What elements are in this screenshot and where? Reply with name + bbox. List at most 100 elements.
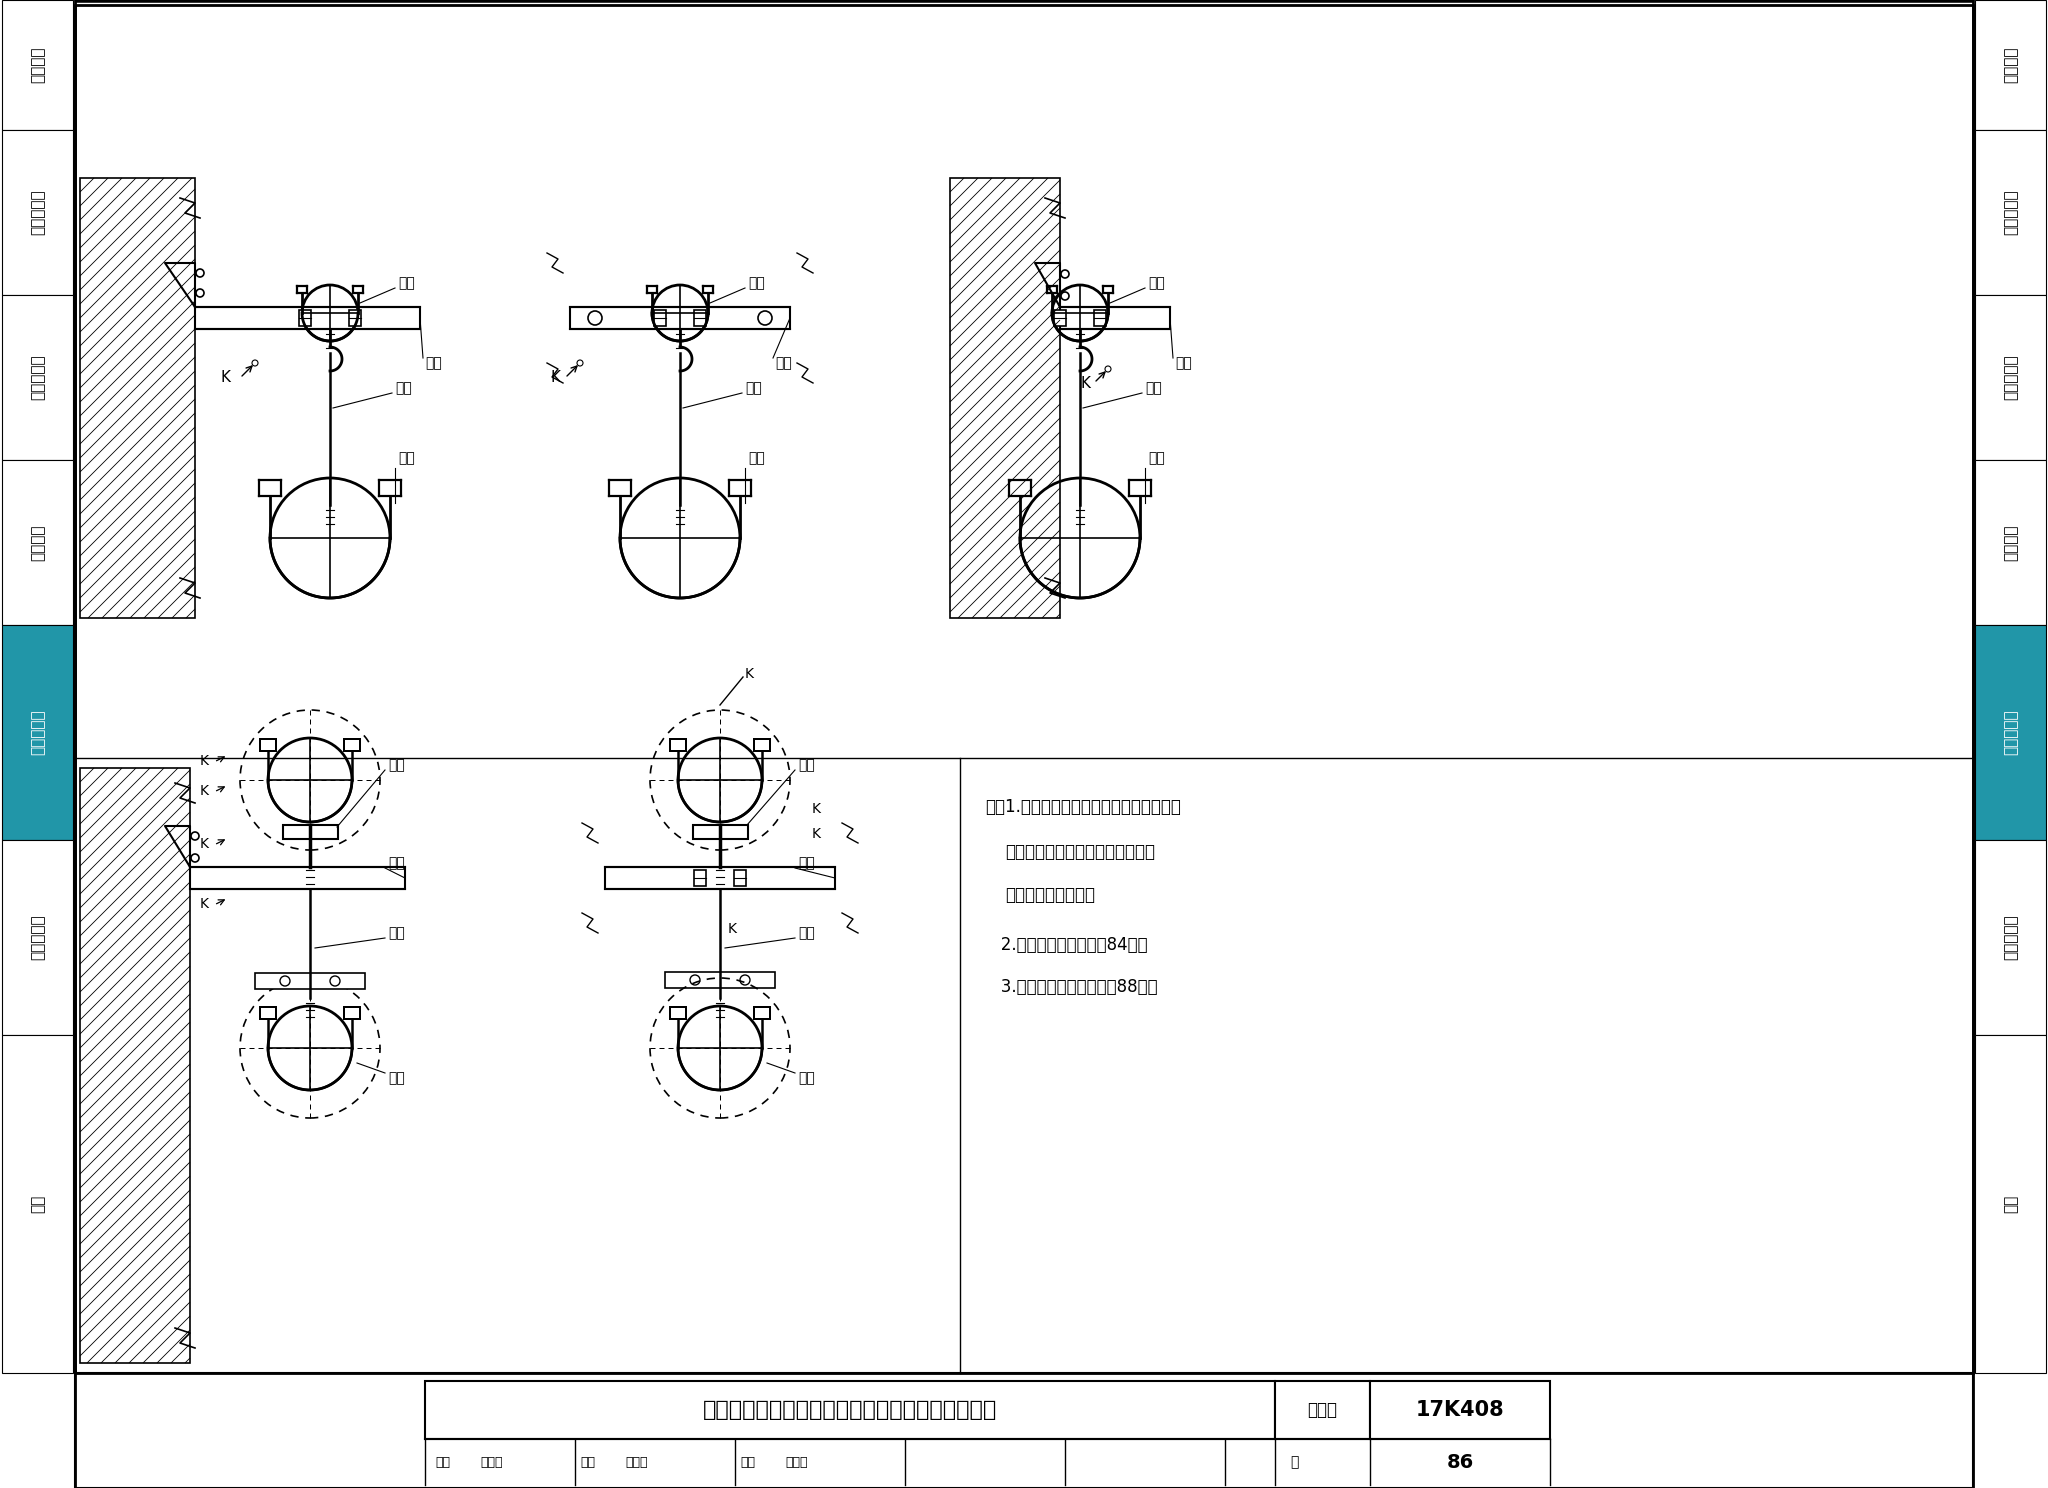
Text: 阀门与附件: 阀门与附件 [31,915,45,960]
Bar [195,307,420,329]
Bar [76,1373,1972,1488]
Text: K: K [811,802,821,815]
Text: 管托: 管托 [387,757,406,772]
Bar [1094,310,1106,326]
Text: 保温及不保温管道支、吊架在各式墙、柱上安装图: 保温及不保温管道支、吊架在各式墙、柱上安装图 [702,1400,997,1420]
Text: 管卡: 管卡 [799,1071,815,1085]
Bar [2,1036,74,1373]
Bar [950,179,1061,618]
Text: 吊杆: 吊杆 [387,926,406,940]
Text: 管卡: 管卡 [387,1071,406,1085]
Text: 2.支架上管卡管托见第84页。: 2.支架上管卡管托见第84页。 [985,936,1147,954]
Bar [1974,625,2046,841]
Text: 横梁: 横梁 [799,856,815,870]
Text: 吊杆: 吊杆 [395,381,412,394]
Text: K: K [219,371,229,385]
Bar [692,824,748,839]
Text: 干管支吊架: 干管支吊架 [2003,710,2017,756]
Bar [604,868,836,888]
Bar [1370,1381,1550,1439]
Bar [190,868,406,888]
Bar [569,307,791,329]
Text: 注：1.横梁选材、各部尺寸及管中与墙面、: 注：1.横梁选材、各部尺寸及管中与墙面、 [985,798,1182,815]
Text: K: K [811,827,821,841]
Text: 吊杆: 吊杆 [799,926,815,940]
Text: 横梁: 横梁 [1176,356,1192,371]
Bar [666,972,774,988]
Bar [2,129,74,295]
Text: 附录: 附录 [2003,1195,2017,1213]
Text: K: K [201,784,209,798]
Bar [299,310,311,326]
Bar [1974,841,2046,1036]
Bar [1974,1036,2046,1373]
Text: 阀门与附件: 阀门与附件 [2003,915,2017,960]
Bar [2,0,74,129]
Text: 横梁: 横梁 [774,356,793,371]
Bar [1061,307,1169,329]
Text: 附录: 附录 [31,1195,45,1213]
Text: 吊杆: 吊杆 [745,381,762,394]
Bar [2,841,74,1036]
Bar [1974,460,2046,625]
Text: K: K [201,836,209,851]
Bar [256,973,365,990]
Text: 李丹阳: 李丹阳 [784,1455,807,1469]
Bar [283,824,338,839]
Text: 管道连接: 管道连接 [31,524,45,561]
Bar [80,179,195,618]
Text: K: K [201,754,209,768]
Bar [2,460,74,625]
Text: 管道连接: 管道连接 [2003,524,2017,561]
Text: 管卡: 管卡 [748,275,764,290]
Text: 17K408: 17K408 [1415,1400,1505,1420]
Text: 图集号: 图集号 [1307,1402,1337,1420]
Bar [1276,1381,1370,1439]
Text: 目录说明: 目录说明 [31,46,45,83]
Bar [1974,129,2046,295]
Text: 横梁: 横梁 [426,356,442,371]
Bar [733,870,745,885]
Text: 86: 86 [1446,1452,1475,1472]
Bar [2,295,74,460]
Text: 管托: 管托 [799,757,815,772]
Text: 管卡: 管卡 [1149,451,1165,464]
Bar [80,768,190,1363]
Bar [1972,0,2048,1488]
Text: K: K [551,371,559,385]
Bar [694,870,707,885]
Text: 管卡: 管卡 [748,451,764,464]
Text: 散热器安装: 散热器安装 [31,354,45,400]
Text: K: K [1079,375,1090,390]
Text: 设计: 设计 [739,1455,756,1469]
Text: 管卡: 管卡 [397,275,416,290]
Text: 散热器安装: 散热器安装 [2003,354,2017,400]
Text: 管卡: 管卡 [1149,275,1165,290]
Bar [1974,295,2046,460]
Text: 刘昆明: 刘昆明 [479,1455,502,1469]
Text: 干管支吊架: 干管支吊架 [31,710,45,756]
Text: 3.吊杆、吊架之管卡见第88页。: 3.吊杆、吊架之管卡见第88页。 [985,978,1157,995]
Text: K: K [745,667,754,682]
Text: K: K [201,897,209,911]
Text: 横梁: 横梁 [387,856,406,870]
Bar [1055,310,1067,326]
Bar [653,310,666,326]
Text: 双管滑动支架确定。: 双管滑动支架确定。 [1006,885,1096,905]
Text: 管卡: 管卡 [397,451,416,464]
Text: 页: 页 [1290,1455,1298,1469]
Text: 目录说明: 目录说明 [2003,46,2017,83]
Bar [694,310,707,326]
Text: 柱面距离均参照相同管径不保温双: 柱面距离均参照相同管径不保温双 [1006,844,1155,862]
Text: 吊杆: 吊杆 [1145,381,1161,394]
Bar [2,625,74,841]
Text: 校对: 校对 [580,1455,596,1469]
Bar [0,0,76,1488]
Bar [1974,0,2046,129]
Text: 散热器选用: 散热器选用 [31,189,45,235]
Text: 散热器选用: 散热器选用 [2003,189,2017,235]
Text: K: K [727,923,737,936]
Text: 审核: 审核 [434,1455,451,1469]
Bar [348,310,360,326]
Text: 牛艳霞: 牛艳霞 [625,1455,647,1469]
